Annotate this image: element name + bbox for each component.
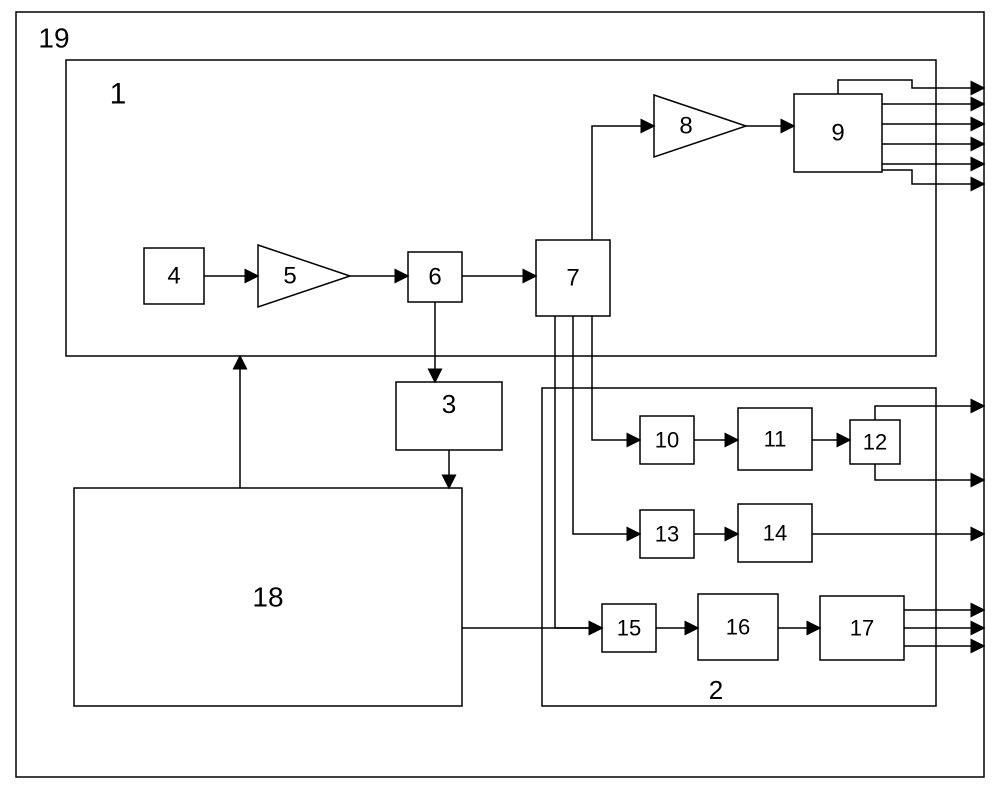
node-label: 8: [679, 113, 692, 140]
node-box15: 15: [602, 604, 656, 652]
node-box12: 12: [850, 420, 900, 464]
node-box14: 14: [738, 504, 812, 562]
node-label: 16: [726, 615, 750, 640]
node-label: 15: [617, 616, 641, 641]
node-label: 11: [764, 427, 787, 452]
node-label: 13: [655, 522, 679, 547]
node-box9: 9: [794, 94, 882, 172]
node-label: 7: [566, 265, 579, 292]
node-label: 9: [831, 120, 844, 147]
node-label: 12: [863, 430, 887, 455]
node-label: 3: [442, 389, 456, 419]
node-label: 4: [167, 263, 180, 290]
node-box3: 3: [396, 382, 502, 450]
node-label: 18: [252, 582, 283, 613]
node-box16: 16: [698, 594, 778, 660]
node-box10: 10: [640, 416, 694, 464]
node-label: 19: [38, 23, 69, 54]
node-label: 1: [110, 78, 127, 111]
node-label: 6: [428, 264, 441, 291]
node-box7: 7: [536, 240, 610, 316]
node-box17: 17: [820, 596, 904, 660]
node-box13: 13: [640, 510, 694, 558]
node-label: 10: [655, 428, 679, 453]
node-label: 17: [850, 616, 874, 641]
node-box6: 6: [408, 252, 462, 302]
node-box4: 4: [144, 248, 204, 304]
node-label: 14: [763, 521, 787, 546]
node-box11: 11: [738, 408, 812, 470]
node-label: 2: [709, 675, 723, 705]
node-box18: 18: [74, 488, 462, 706]
node-label: 5: [283, 263, 296, 290]
